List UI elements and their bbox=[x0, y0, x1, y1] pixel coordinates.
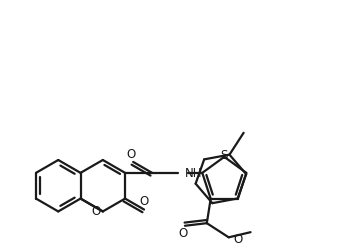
Text: O: O bbox=[178, 227, 188, 240]
Text: O: O bbox=[91, 205, 101, 218]
Text: O: O bbox=[234, 233, 243, 246]
Text: O: O bbox=[139, 195, 149, 208]
Text: NH: NH bbox=[185, 167, 202, 180]
Text: S: S bbox=[221, 149, 228, 162]
Text: O: O bbox=[127, 148, 136, 160]
